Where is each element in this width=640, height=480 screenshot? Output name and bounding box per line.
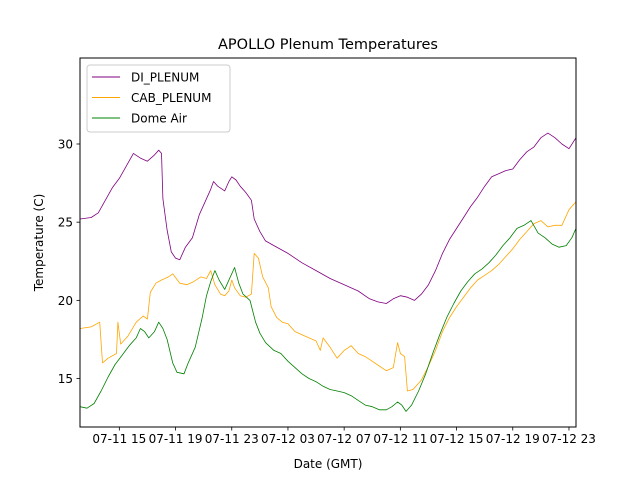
y-tick-label: 30 — [58, 137, 73, 151]
chart-title: APOLLO Plenum Temperatures — [218, 37, 438, 53]
legend-label-dome-air: Dome Air — [131, 112, 187, 126]
x-tick-label: 07-12 15 — [430, 432, 484, 446]
legend-label-cab-plenum: CAB_PLENUM — [131, 91, 211, 105]
x-tick-label: 07-11 23 — [205, 432, 259, 446]
y-axis: 15 20 25 30 — [58, 137, 80, 386]
x-tick-label: 07-12 23 — [542, 432, 596, 446]
x-tick-label: 07-12 03 — [261, 432, 315, 446]
x-tick-label: 07-12 11 — [373, 432, 427, 446]
legend: DI_PLENUM CAB_PLENUM Dome Air — [86, 64, 231, 133]
x-tick-label: 07-11 19 — [149, 432, 203, 446]
legend-box — [86, 64, 231, 133]
y-tick-label: 25 — [58, 216, 73, 230]
y-tick-label: 15 — [58, 372, 73, 386]
series-line-dome-air — [80, 220, 576, 412]
x-tick-label: 07-12 07 — [317, 432, 371, 446]
y-axis-label: Temperature (C) — [32, 194, 46, 293]
y-tick-label: 20 — [58, 294, 73, 308]
series-line-cab-plenum — [80, 201, 576, 392]
series-layer — [80, 132, 576, 412]
x-tick-label: 07-12 19 — [486, 432, 540, 446]
x-tick-label: 07-11 15 — [92, 432, 146, 446]
plot-area-frame — [79, 57, 577, 428]
x-axis: 07-11 15 07-11 19 07-11 23 07-12 03 07-12 07… — [92, 427, 596, 446]
legend-label-di-plenum: DI_PLENUM — [131, 71, 199, 85]
series-line-di-plenum — [80, 132, 576, 304]
x-axis-label: Date (GMT) — [294, 457, 363, 471]
